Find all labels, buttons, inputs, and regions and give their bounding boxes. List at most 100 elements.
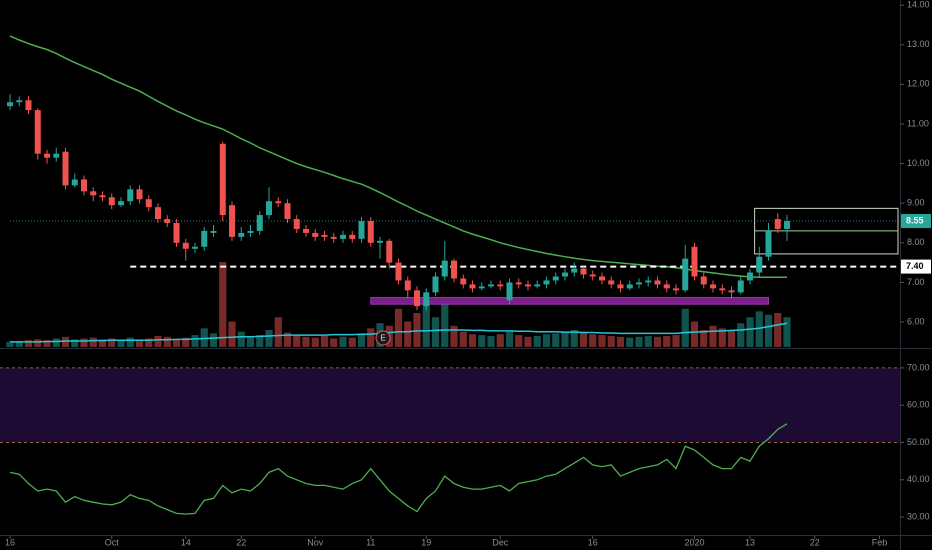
candle-body (349, 234, 356, 239)
candle-body (460, 278, 467, 285)
volume-bar (357, 333, 366, 347)
candle-body (451, 260, 457, 279)
candle-body (173, 223, 180, 243)
volume-bar (219, 262, 227, 347)
candle-body (673, 288, 679, 291)
candle-body (589, 274, 596, 277)
candle-body (525, 284, 531, 287)
volume-bar (228, 321, 236, 347)
volume-bar (6, 341, 14, 347)
candle-body (108, 197, 115, 206)
candle-body (386, 240, 393, 263)
candle-body (645, 280, 652, 283)
candle-body (395, 262, 402, 281)
volume-bar (182, 337, 190, 347)
candle-body (136, 189, 143, 200)
candle-body (552, 276, 559, 281)
volume-bar (274, 317, 282, 347)
volume-bar (330, 338, 338, 347)
volume-bar (441, 304, 449, 347)
rsi-tick-label: 70.00 (907, 362, 930, 372)
candle-body (275, 201, 282, 204)
x-tick-label: Feb (872, 537, 888, 547)
volume-bar (709, 325, 717, 347)
volume-bar (256, 335, 264, 347)
volume-bar (478, 335, 486, 347)
candle-body (737, 280, 744, 293)
candle-body (700, 276, 707, 285)
volume-bar (774, 313, 782, 347)
volume-bar (98, 339, 107, 347)
candle-body (719, 288, 726, 291)
y-tick-label: 8.00 (907, 237, 925, 247)
candle-body (571, 268, 578, 273)
candle-body (145, 199, 152, 208)
price-label: 7.40 (906, 261, 924, 271)
volume-bar (200, 328, 208, 347)
volume-bar (413, 313, 421, 347)
rsi-tick-label: 50.00 (907, 437, 930, 447)
candle-body (682, 258, 689, 291)
candle-body (599, 276, 605, 281)
y-tick-label: 12.00 (907, 79, 930, 89)
candle-body (330, 236, 337, 239)
volume-bar (154, 335, 162, 347)
volume-bar (570, 330, 578, 347)
candle-body (321, 234, 328, 237)
volume-bar (367, 328, 375, 347)
volume-bar (52, 338, 60, 347)
volume-bar (135, 339, 144, 347)
volume-bar (505, 331, 514, 347)
candle-body (626, 284, 633, 289)
rsi-tick-label: 60.00 (907, 400, 930, 410)
volume-bar (422, 300, 430, 347)
volume-bar (533, 335, 541, 347)
candle-body (367, 221, 374, 243)
volume-bar (117, 340, 125, 347)
volume-bar (246, 336, 255, 347)
volume-bar (163, 336, 171, 347)
candle-body (118, 201, 124, 206)
earnings-marker (375, 330, 391, 346)
volume-bar (496, 334, 504, 347)
candle-body (636, 282, 642, 285)
volume-bar (700, 330, 708, 347)
candle-body (71, 179, 78, 186)
candle-body (164, 219, 171, 224)
y-tick-label: 11.00 (907, 118, 929, 128)
candle-body (358, 221, 365, 239)
volume-bar (172, 339, 181, 347)
candle-body (691, 246, 698, 277)
candle-body (580, 268, 587, 275)
volume-bar (15, 341, 23, 347)
volume-bar (487, 335, 495, 347)
candle-body (728, 290, 735, 293)
volume-bar (283, 332, 292, 347)
volume-ma (10, 322, 788, 343)
candle-body (25, 100, 32, 111)
volume-bar (737, 323, 745, 347)
volume-bar (302, 336, 310, 347)
candle-body (155, 207, 161, 220)
candle-body (784, 221, 790, 229)
volume-bar (598, 335, 606, 347)
candle-body (53, 153, 60, 158)
volume-bar (394, 308, 403, 347)
price-label-box (901, 259, 931, 274)
volume-bar (672, 335, 680, 347)
candle-body (747, 272, 753, 281)
candle-body (469, 284, 476, 289)
candle-body (16, 100, 23, 103)
volume-bar (515, 335, 523, 347)
candle-body (497, 284, 504, 287)
candle-body (756, 256, 763, 273)
volume-bar (265, 330, 273, 347)
candle-body (219, 143, 226, 216)
rsi-line (9, 423, 788, 515)
y-tick-label: 13.00 (907, 39, 930, 49)
volume-bar (690, 321, 699, 347)
x-tick-label: 22 (810, 537, 820, 547)
candle-body (312, 232, 319, 237)
volume-bar (293, 335, 301, 347)
